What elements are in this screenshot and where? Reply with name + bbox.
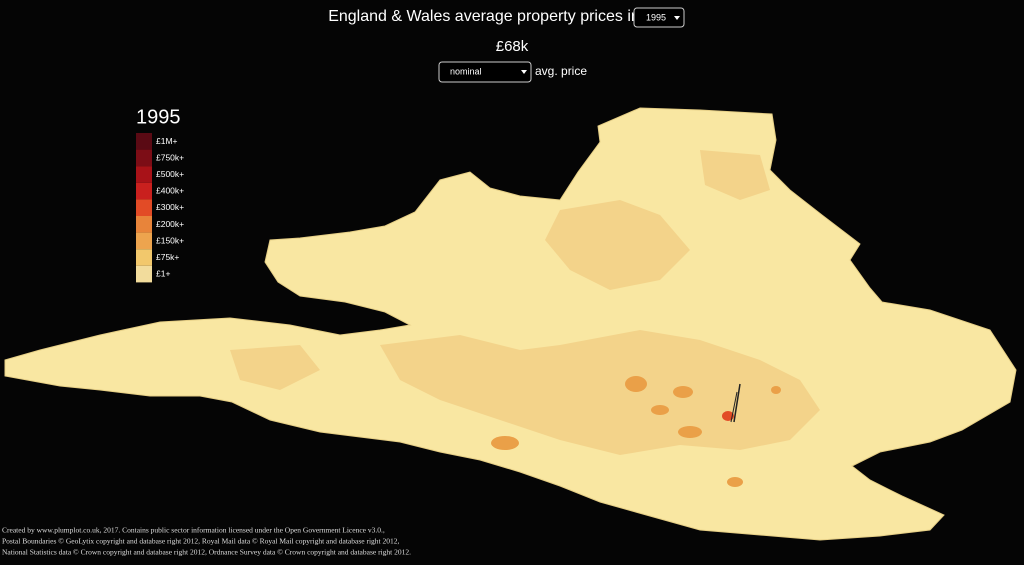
legend: £1M+ £750k+ £500k+ £400k+ £300k+ £200k+ £150k+… <box>136 133 184 283</box>
dropdown-arrow <box>674 16 680 20</box>
region <box>673 386 693 398</box>
credit-line: Created by www.plumplot.co.uk, 2017. Con… <box>2 526 385 535</box>
legend-swatch <box>136 166 152 183</box>
region <box>230 345 320 390</box>
legend-label: £500k+ <box>156 169 184 179</box>
region <box>722 411 734 421</box>
spike <box>730 391 738 423</box>
dropdown-arrow <box>521 70 527 74</box>
legend-label: £400k+ <box>156 186 184 196</box>
legend-swatch <box>136 182 152 200</box>
region <box>380 330 820 455</box>
legend-swatch <box>136 149 152 167</box>
year-select-value: 1995 <box>646 12 666 22</box>
legend-swatch <box>136 216 152 233</box>
legend-label: £150k+ <box>156 235 184 245</box>
legend-swatch <box>136 249 152 266</box>
price-regions <box>230 150 820 455</box>
map <box>4 107 1017 541</box>
legend-label: £75k+ <box>156 252 179 262</box>
credits: Created by www.plumplot.co.uk, 2017. Con… <box>2 526 411 557</box>
title: England & Wales average property prices … <box>328 8 640 25</box>
legend-label: £300k+ <box>156 202 184 212</box>
legend-label: £1M+ <box>156 136 178 146</box>
london <box>722 383 741 423</box>
high-price-regions <box>491 376 781 487</box>
credit-line: Postal Boundaries © GeoLytix copyright a… <box>2 537 399 546</box>
legend-swatch <box>136 133 152 150</box>
region <box>678 426 702 438</box>
year-select[interactable] <box>633 7 685 28</box>
average-price: £68k <box>496 38 529 55</box>
price-select[interactable] <box>438 61 532 83</box>
legend-swatch <box>136 199 152 216</box>
region <box>651 405 669 415</box>
legend-swatch <box>136 265 152 283</box>
credit-line: National Statistics data © Crown copyrig… <box>2 548 411 557</box>
region <box>545 200 690 290</box>
price-label: avg. price <box>535 64 587 78</box>
region <box>491 436 519 450</box>
legend-swatch <box>136 232 152 250</box>
legend-label: £1+ <box>156 269 170 279</box>
region <box>625 376 647 392</box>
spike <box>733 383 741 423</box>
region <box>727 477 743 487</box>
price-select-value: nominal <box>450 66 482 76</box>
region <box>771 386 781 394</box>
region <box>700 150 770 200</box>
legend-label: £200k+ <box>156 219 184 229</box>
legend-label: £750k+ <box>156 152 184 162</box>
legend-title: 1995 <box>136 106 181 128</box>
